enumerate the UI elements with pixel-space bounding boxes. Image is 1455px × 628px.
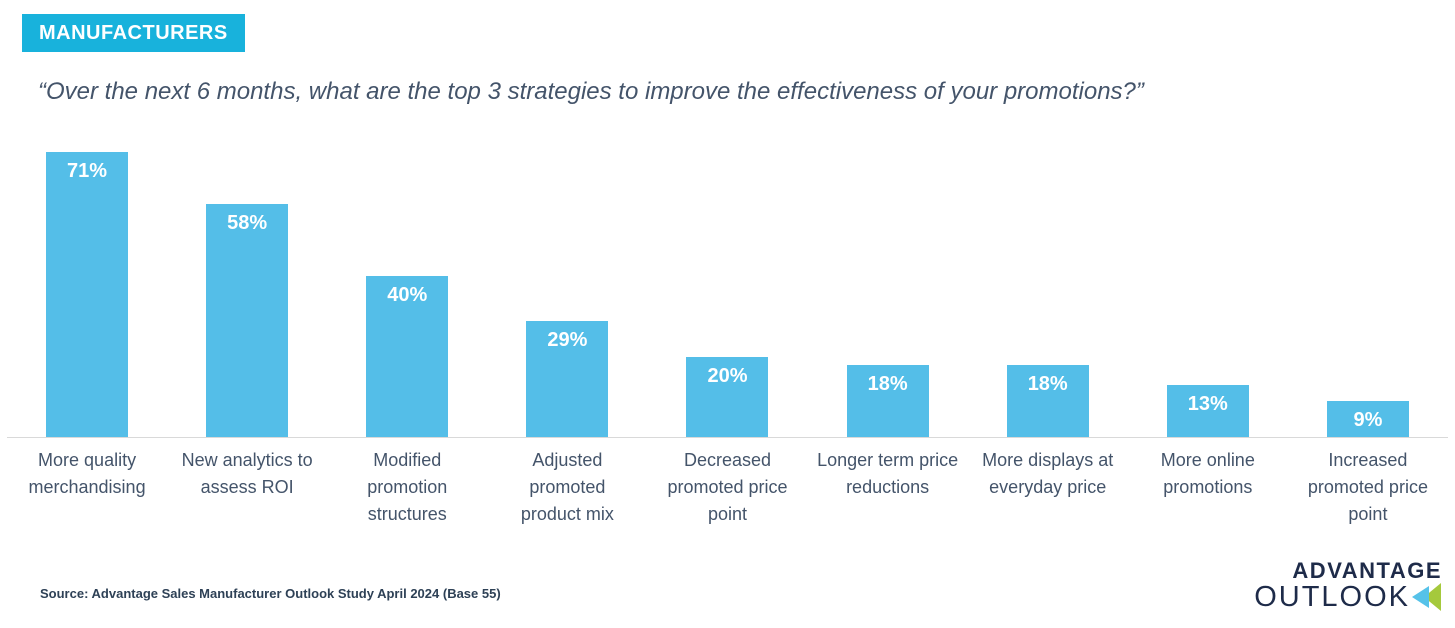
bar-1: 58% — [206, 204, 289, 437]
bar-value-label: 20% — [707, 365, 748, 387]
category-label: Increased promoted price point — [1307, 450, 1428, 524]
bar-column: 58% — [167, 152, 327, 437]
bar-value-label: 18% — [867, 373, 908, 395]
bar-value-label: 71% — [67, 160, 108, 182]
bar-column: 20% — [647, 152, 807, 437]
bar-3: 29% — [526, 321, 609, 437]
category-label: Decreased promoted price point — [667, 450, 788, 524]
bar-0: 71% — [46, 152, 129, 437]
bar-5: 18% — [846, 365, 929, 437]
bar-value-label: 40% — [387, 284, 428, 306]
source-note: Source: Advantage Sales Manufacturer Out… — [40, 586, 501, 601]
category-label: New analytics to assess ROI — [181, 450, 313, 497]
category-label: More displays at everyday price — [982, 450, 1114, 497]
bar-chart: 71% 58% 40% 29% 20% 18% 18% 13% 9% — [7, 152, 1448, 438]
bar-value-label: 18% — [1027, 373, 1068, 395]
bar-value-label: 13% — [1187, 393, 1228, 415]
logo-outlook-text: OUTLOOK — [1254, 581, 1410, 613]
bar-column: 9% — [1288, 152, 1448, 437]
advantage-outlook-logo: ADVANTAGE OUTLOOK — [1254, 559, 1442, 612]
bar-value-label: 58% — [227, 212, 268, 234]
bar-2: 40% — [366, 276, 449, 437]
category-label: Longer term price reductions — [817, 450, 959, 497]
logo-double-chevron-icon — [1412, 583, 1441, 611]
logo-advantage-text: ADVANTAGE — [1292, 558, 1442, 583]
bar-column: 29% — [487, 152, 647, 437]
section-badge-label: MANUFACTURERS — [39, 22, 228, 44]
bar-7: 13% — [1166, 385, 1249, 437]
bar-value-label: 9% — [1353, 409, 1383, 431]
category-label: More quality merchandising — [28, 450, 146, 497]
category-label: Modified promotion structures — [367, 450, 448, 524]
category-label: Adjusted promoted product mix — [520, 450, 614, 524]
bar-8: 9% — [1326, 401, 1409, 437]
bar-column: 18% — [968, 152, 1128, 437]
category-axis-labels: More quality merchandising New analytics … — [7, 447, 1448, 528]
bar-4: 20% — [686, 357, 769, 437]
bar-6: 18% — [1006, 365, 1089, 437]
bar-column: 71% — [7, 152, 167, 437]
bar-value-label: 29% — [547, 329, 588, 351]
bar-column: 18% — [808, 152, 968, 437]
section-badge: MANUFACTURERS — [22, 14, 245, 52]
bar-column: 40% — [327, 152, 487, 437]
category-label: More online promotions — [1160, 450, 1255, 497]
survey-question: “Over the next 6 months, what are the to… — [38, 78, 1144, 105]
bar-column: 13% — [1128, 152, 1288, 437]
